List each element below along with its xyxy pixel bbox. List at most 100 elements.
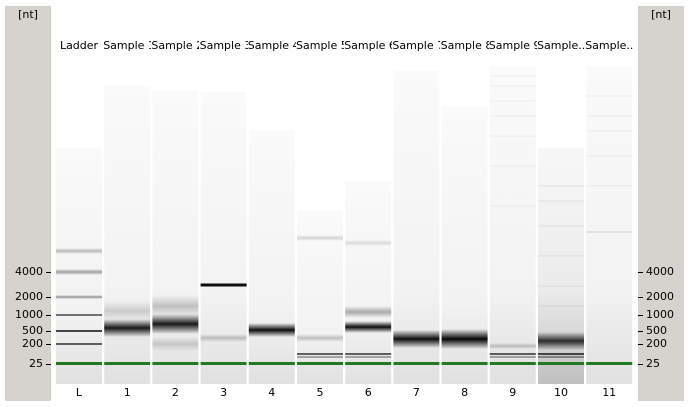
gel-band <box>538 255 584 257</box>
axis-tick-label-left: 500 <box>22 324 43 337</box>
lower-marker-band <box>538 362 584 365</box>
lane-number: 9 <box>509 386 517 399</box>
lane-number: 8 <box>461 386 469 399</box>
lane-number: 7 <box>412 386 420 399</box>
gel-band <box>586 130 633 132</box>
lower-marker-band <box>489 362 536 365</box>
gel-band <box>489 85 536 87</box>
axis-tick-label-right: 200 <box>646 337 667 350</box>
gel-band <box>56 269 102 275</box>
axis-tick-mark-left <box>46 364 51 365</box>
lane-number: 11 <box>602 386 617 399</box>
axis-tick-mark-right <box>638 364 643 365</box>
gel-band <box>538 185 584 187</box>
axis-unit-label-left: [nt] <box>18 8 38 21</box>
gel-band <box>489 135 536 137</box>
gel-band <box>586 231 633 233</box>
lane-header: Sample 4 <box>247 39 296 52</box>
gel-band <box>345 240 392 246</box>
gel-band <box>538 225 584 227</box>
axis-tick-label-left: 4000 <box>15 265 43 278</box>
gel-band <box>297 353 343 355</box>
lower-marker-band <box>200 362 247 365</box>
axis-tick-mark-left <box>46 344 51 345</box>
axis-tick-label-right: 25 <box>646 357 660 370</box>
gel-lanes-svg <box>56 66 633 384</box>
gel-band <box>489 343 536 349</box>
gel-band <box>538 200 584 202</box>
gel-band <box>104 319 151 337</box>
gel-band <box>489 205 536 207</box>
lower-marker-band <box>104 362 151 365</box>
axis-tick-label-left: 2000 <box>15 290 43 303</box>
lane-header: Sample... <box>585 39 634 52</box>
lower-marker-band <box>586 362 633 365</box>
lane-smear <box>345 181 392 384</box>
axis-tick-mark-right <box>638 344 643 345</box>
axis-tick-mark-right <box>638 331 643 332</box>
lower-marker-band <box>248 362 295 365</box>
gel-band <box>152 337 199 351</box>
lower-marker-band <box>152 362 199 365</box>
gel-band <box>538 353 584 355</box>
axis-tick-mark-left <box>46 315 51 316</box>
gel-band <box>586 95 633 97</box>
gel-band <box>297 356 343 358</box>
gel-band <box>104 301 151 321</box>
gel-band <box>489 353 536 355</box>
gel-band <box>297 235 343 241</box>
gel-band <box>345 321 392 333</box>
lane-header: Ladder <box>59 39 99 52</box>
gel-band <box>200 334 247 342</box>
axis-tick-mark-left <box>46 331 51 332</box>
lane-header: Sample 9 <box>488 39 537 52</box>
gel-band <box>538 356 584 358</box>
gel-band <box>489 165 536 167</box>
axis-tick-mark-right <box>638 297 643 298</box>
gel-band <box>345 353 392 355</box>
lane-number: 4 <box>268 386 276 399</box>
gel-band <box>538 332 584 350</box>
gel-band <box>56 248 102 254</box>
lower-marker-band <box>393 362 440 365</box>
gel-band <box>345 306 392 318</box>
gel-band <box>56 314 102 316</box>
gel-band <box>586 185 633 187</box>
lane-smear <box>152 91 199 384</box>
axis-tick-label-right: 500 <box>646 324 667 337</box>
lane-number: 3 <box>220 386 228 399</box>
lower-marker-band <box>56 362 102 365</box>
lower-marker-band <box>345 362 392 365</box>
axis-tick-mark-right <box>638 272 643 273</box>
lane-header: Sample 5 <box>296 39 344 52</box>
gel-band <box>538 285 584 287</box>
lane-number: L <box>75 386 83 399</box>
lane-header: Sample... <box>537 39 585 52</box>
lane-number: 6 <box>364 386 372 399</box>
lane-header: Sample 3 <box>199 39 248 52</box>
gel-band <box>538 305 584 307</box>
gel-band <box>56 295 102 299</box>
lane-number: 2 <box>171 386 179 399</box>
gel-band <box>586 155 633 157</box>
axis-tick-label-left: 200 <box>22 337 43 350</box>
axis-tick-label-left: 1000 <box>15 308 43 321</box>
lane-number: 10 <box>554 386 568 399</box>
axis-tick-mark-right <box>638 315 643 316</box>
axis-tick-mark-left <box>46 297 51 298</box>
lower-marker-band <box>441 362 488 365</box>
gel-band <box>152 314 199 334</box>
gel-band <box>56 330 102 332</box>
gel-band <box>345 356 392 358</box>
gel-band <box>393 330 440 348</box>
axis-tick-label-left: 25 <box>29 357 43 370</box>
lane-smear <box>104 86 151 384</box>
lower-marker-band <box>297 362 343 365</box>
size-axis-right: [nt] 4000 2000 1000 500 200 25 <box>638 6 684 401</box>
axis-tick-mark-left <box>46 272 51 273</box>
lane-header: Sample 1 <box>103 39 152 52</box>
gel-band <box>489 115 536 117</box>
lane-header: Sample 7 <box>392 39 441 52</box>
lane-header: Sample 6 <box>344 39 393 52</box>
gel-band <box>152 295 199 317</box>
